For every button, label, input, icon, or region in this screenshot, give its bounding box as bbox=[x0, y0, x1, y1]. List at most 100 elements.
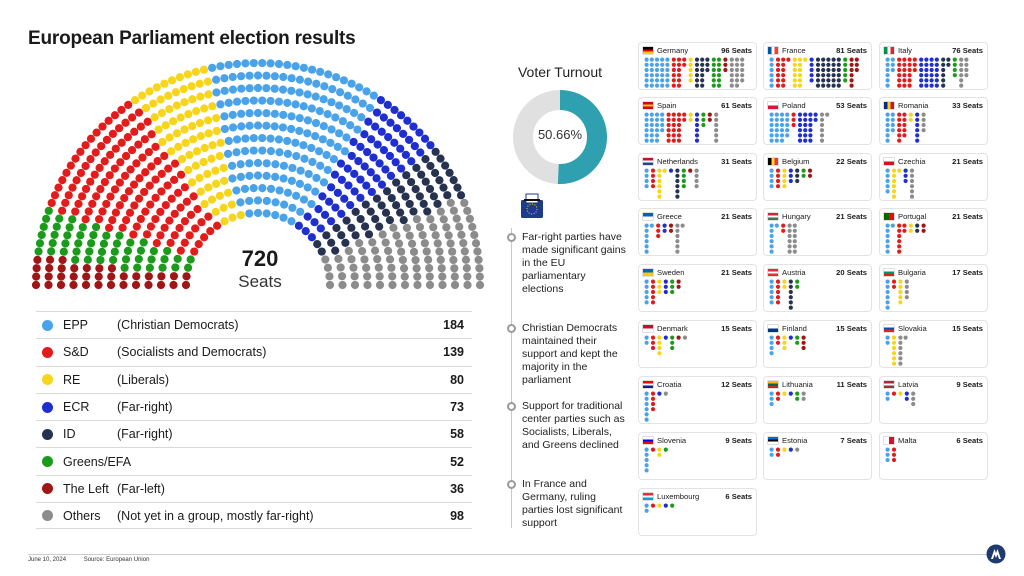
seat-others bbox=[714, 128, 719, 133]
seat-re bbox=[792, 73, 797, 78]
seat-epp bbox=[885, 340, 890, 345]
seat-others bbox=[795, 447, 800, 452]
country-card-france: France 81 Seats bbox=[763, 42, 872, 90]
seat-sd bbox=[775, 391, 781, 396]
seat-sd bbox=[775, 284, 781, 289]
country-header: Estonia 7 Seats bbox=[768, 436, 867, 445]
seat-epp bbox=[303, 116, 313, 125]
seat-sd bbox=[108, 129, 117, 139]
seat-others bbox=[898, 340, 903, 345]
seat-epp bbox=[258, 96, 267, 105]
seat-epp bbox=[253, 196, 263, 205]
seat-id bbox=[694, 83, 700, 88]
seat-greens bbox=[83, 255, 92, 264]
seat-left bbox=[849, 78, 854, 83]
seat-greens bbox=[670, 289, 675, 295]
seat-sd bbox=[671, 67, 676, 73]
seat-sd bbox=[124, 187, 134, 196]
seat-epp bbox=[885, 138, 890, 143]
flag-icon bbox=[643, 325, 653, 332]
seat-epp bbox=[304, 77, 313, 86]
seat-epp bbox=[287, 112, 296, 121]
seat-epp bbox=[287, 74, 296, 83]
country-name: Greece bbox=[657, 212, 682, 221]
seat-sd bbox=[902, 133, 907, 138]
seat-epp bbox=[347, 79, 356, 88]
seat-left bbox=[688, 168, 693, 173]
seat-epp bbox=[644, 417, 649, 422]
seat-sd bbox=[671, 73, 676, 78]
seat-epp bbox=[890, 67, 895, 73]
seat-sd bbox=[907, 73, 912, 78]
country-header: Lithuania 11 Seats bbox=[768, 380, 867, 389]
seat-sd bbox=[902, 122, 907, 128]
flag-icon bbox=[643, 158, 653, 165]
seat-epp bbox=[295, 88, 304, 97]
seat-re bbox=[183, 70, 192, 79]
seat-sd bbox=[650, 335, 656, 340]
seat-sd bbox=[132, 159, 141, 168]
seat-id bbox=[788, 295, 793, 300]
seat-others bbox=[475, 272, 484, 281]
seat-sd bbox=[912, 67, 917, 73]
seat-ecr bbox=[919, 62, 924, 67]
seat-id bbox=[826, 83, 831, 88]
seat-epp bbox=[644, 396, 649, 401]
seat-ecr bbox=[367, 135, 376, 144]
seat-id bbox=[788, 300, 793, 305]
seat-epp bbox=[885, 112, 890, 117]
seat-sd bbox=[666, 138, 671, 143]
seat-id bbox=[429, 192, 439, 201]
seat-epp bbox=[355, 83, 364, 92]
seat-greens bbox=[149, 247, 158, 256]
seat-epp bbox=[311, 92, 320, 101]
seat-others bbox=[465, 214, 474, 223]
seat-id bbox=[421, 177, 430, 186]
seat-sd bbox=[141, 168, 150, 177]
seat-re bbox=[192, 107, 201, 116]
seat-greens bbox=[163, 246, 172, 256]
seat-greens bbox=[795, 335, 800, 340]
country-seats: 96 Seats bbox=[721, 46, 752, 55]
seat-epp bbox=[885, 289, 890, 295]
seat-sd bbox=[650, 391, 656, 396]
agency-logo-icon bbox=[986, 544, 1006, 564]
seat-greens bbox=[670, 284, 675, 289]
seat-greens bbox=[701, 122, 706, 128]
seat-ecr bbox=[809, 78, 814, 83]
seat-re bbox=[797, 67, 803, 73]
seat-sd bbox=[116, 158, 125, 167]
seat-sd bbox=[775, 396, 781, 401]
seat-id bbox=[443, 191, 452, 200]
seat-ecr bbox=[929, 62, 934, 67]
seat-left bbox=[676, 279, 681, 284]
seat-re bbox=[657, 452, 662, 457]
seat-id bbox=[694, 73, 700, 78]
seat-re bbox=[154, 125, 163, 134]
seat-epp bbox=[224, 98, 233, 107]
country-seat-grid bbox=[885, 335, 908, 366]
flag-icon bbox=[884, 102, 894, 109]
seat-greens bbox=[139, 238, 148, 247]
seat-others bbox=[909, 184, 915, 189]
seat-sd bbox=[775, 184, 781, 189]
seat-sd bbox=[96, 185, 105, 194]
seat-re bbox=[792, 57, 797, 62]
seat-epp bbox=[253, 171, 263, 180]
seat-greens bbox=[801, 168, 806, 173]
legend-row-greens: Greens/EFA 52 bbox=[36, 447, 472, 474]
country-name: Austria bbox=[782, 268, 806, 277]
seat-epp bbox=[654, 62, 660, 67]
seat-re bbox=[662, 168, 667, 173]
seat-re bbox=[203, 169, 212, 179]
seat-others bbox=[819, 128, 825, 133]
seat-epp bbox=[644, 83, 649, 88]
seat-epp bbox=[319, 121, 328, 131]
seat-ecr bbox=[924, 73, 929, 78]
seat-epp bbox=[262, 159, 271, 168]
seat-others bbox=[675, 228, 680, 233]
seat-re bbox=[195, 118, 205, 128]
seat-id bbox=[831, 57, 836, 62]
seat-re bbox=[657, 351, 662, 356]
turnout-donut bbox=[513, 90, 607, 184]
